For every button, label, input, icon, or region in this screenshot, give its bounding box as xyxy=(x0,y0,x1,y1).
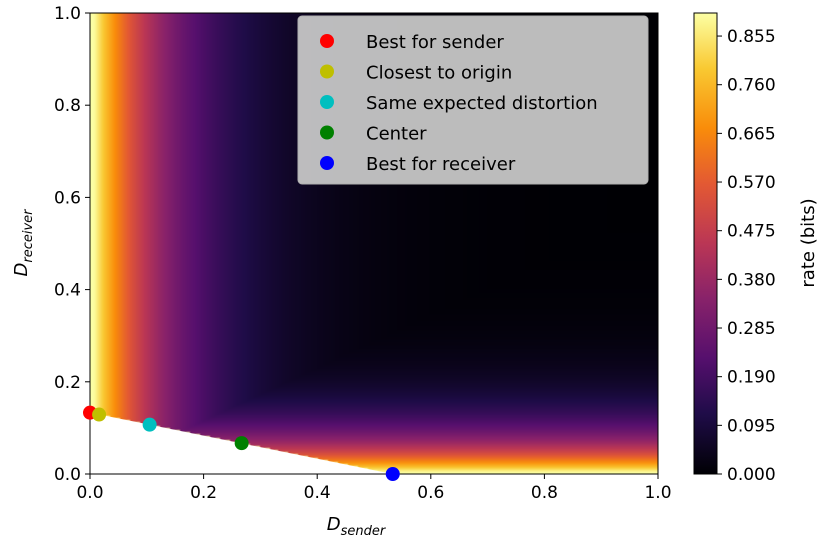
x-tick-label: 0.0 xyxy=(76,483,103,503)
y-axis-label-main: D xyxy=(11,263,32,277)
colorbar-frame xyxy=(693,12,718,475)
legend-label: Center xyxy=(366,124,427,145)
data-point xyxy=(234,436,249,451)
legend-label: Same expected distortion xyxy=(366,93,598,114)
legend-label: Best for receiver xyxy=(366,154,516,175)
colorbar-tick-label: 0.000 xyxy=(727,465,776,485)
x-axis-label-sub: sender xyxy=(341,524,387,539)
data-points xyxy=(83,405,400,481)
colorbar-tick-label: 0.475 xyxy=(727,222,776,242)
legend-marker xyxy=(320,64,334,79)
x-axis-label: Dsender xyxy=(327,514,387,539)
x-tick-label: 0.4 xyxy=(304,483,331,503)
colorbar-tick-label: 0.190 xyxy=(727,368,776,388)
colorbar-gradient xyxy=(694,13,717,474)
x-axis-label-main: D xyxy=(327,514,341,535)
colorbar-tick-label: 0.380 xyxy=(727,270,776,290)
x-axis: 0.0 0.2 0.4 0.6 0.8 1.0 xyxy=(76,474,672,503)
colorbar-ticks: 0.000 0.095 0.190 0.285 0.380 0.475 0.570 0.665… xyxy=(717,27,776,485)
legend-label: Best for sender xyxy=(366,32,504,53)
y-axis: 0.0 0.2 0.4 0.6 0.8 1.0 xyxy=(54,4,90,485)
x-tick-label: 1.0 xyxy=(644,483,671,503)
legend-marker xyxy=(320,156,334,170)
x-tick-label: 0.6 xyxy=(417,483,444,503)
colorbar-tick-label: 0.855 xyxy=(727,27,776,47)
legend-marker xyxy=(320,125,334,140)
y-tick-label: 1.0 xyxy=(54,4,81,24)
colorbar-tick-label: 0.760 xyxy=(727,76,776,96)
colorbar-tick-label: 0.095 xyxy=(727,416,776,436)
legend-box xyxy=(297,15,649,185)
data-point xyxy=(142,417,157,432)
legend: Best for sender Closest to origin Same exp… xyxy=(297,15,649,185)
colorbar-label: rate (bits) xyxy=(798,198,819,287)
legend-marker xyxy=(320,34,334,48)
x-tick-label: 0.8 xyxy=(531,483,558,503)
legend-label: Closest to origin xyxy=(366,63,512,84)
colorbar-tick-label: 0.570 xyxy=(727,173,776,193)
y-axis-label-sub: receiver xyxy=(21,208,36,263)
y-tick-label: 0.6 xyxy=(54,188,81,208)
y-tick-label: 0.0 xyxy=(54,465,81,485)
colorbar-tick-label: 0.665 xyxy=(727,124,776,144)
colorbar: 0.000 0.095 0.190 0.285 0.380 0.475 0.570 0.665… xyxy=(693,12,819,485)
data-point xyxy=(92,407,107,422)
y-tick-label: 0.4 xyxy=(54,281,81,301)
colorbar-tick-label: 0.285 xyxy=(727,319,776,339)
data-point xyxy=(385,467,400,481)
y-axis-label: Dreceiver xyxy=(11,208,36,277)
legend-marker xyxy=(320,95,334,109)
plot-frame xyxy=(89,12,659,475)
y-tick-label: 0.8 xyxy=(54,96,81,116)
y-tick-label: 0.2 xyxy=(54,373,81,393)
x-tick-label: 0.2 xyxy=(190,483,217,503)
